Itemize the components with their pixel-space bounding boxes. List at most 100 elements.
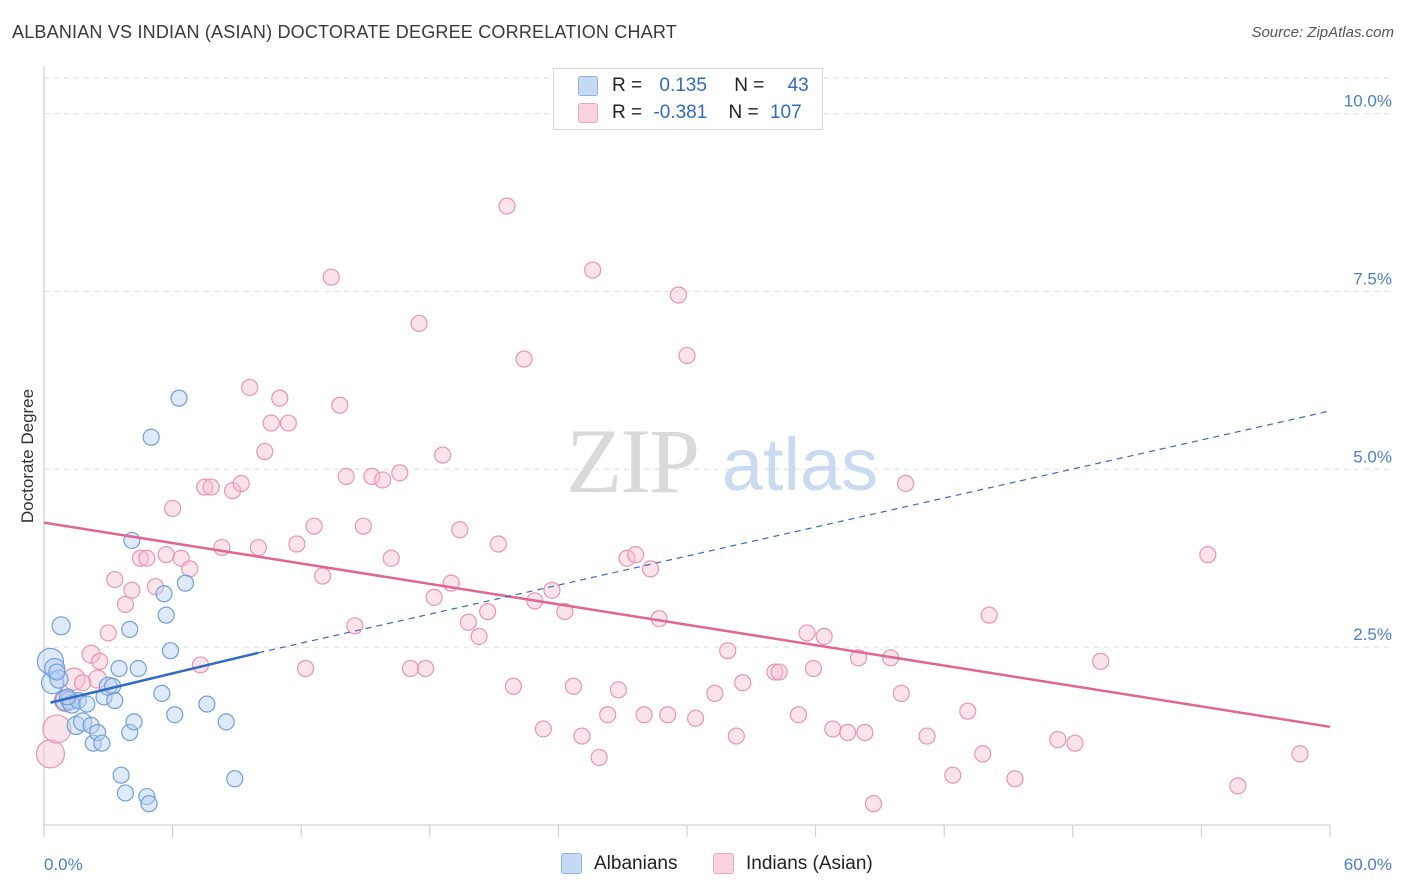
albanian-point	[88, 723, 107, 742]
y-axis-title: Doctorate Degree	[18, 389, 37, 523]
indian-point	[1006, 770, 1024, 788]
indian-point	[249, 538, 267, 557]
indian-point	[1066, 734, 1084, 752]
indian-point	[271, 389, 289, 407]
albanian-point	[129, 659, 147, 678]
indian-point	[798, 624, 816, 642]
indian-point	[856, 723, 874, 742]
bottom-legend-swatch-indians	[713, 853, 734, 874]
indian-point	[669, 286, 688, 304]
indian-point	[727, 727, 745, 745]
indian-trend-line	[43, 521, 1331, 729]
legend-r-label: R =	[612, 75, 643, 96]
indian-point	[719, 642, 737, 660]
indian-point	[678, 346, 696, 365]
albanian-trend-line-projected	[258, 410, 1331, 654]
watermark-zip: ZIP	[566, 410, 698, 512]
indian-point	[363, 467, 381, 485]
albanian-point	[44, 657, 66, 680]
albanian-point	[121, 620, 139, 638]
indian-point	[213, 538, 231, 557]
indian-point	[706, 684, 724, 702]
indian-point	[331, 396, 349, 414]
indian-point	[980, 606, 998, 624]
indian-point	[256, 442, 274, 461]
indian-point	[1291, 745, 1309, 763]
indian-point	[959, 702, 977, 720]
indian-point	[599, 706, 617, 724]
albanian-point	[116, 784, 135, 802]
indian-point	[1092, 652, 1110, 670]
legend-r-label: R =	[612, 102, 643, 123]
indian-point	[401, 659, 420, 678]
indian-point	[296, 659, 315, 678]
indian-point	[815, 627, 833, 646]
indian-point	[131, 549, 150, 567]
x-tick-label-max: 60.0%	[1344, 855, 1392, 874]
indian-point	[224, 482, 242, 500]
legend-n-label: N =	[734, 75, 765, 96]
albanian-point	[176, 574, 195, 592]
indian-point	[146, 578, 165, 596]
indian-point	[864, 795, 883, 813]
indian-point	[425, 588, 443, 606]
indian-point	[181, 560, 199, 578]
albanian-point	[140, 795, 158, 813]
indian-point	[609, 681, 628, 699]
albanian-point	[226, 770, 244, 788]
indian-point	[202, 478, 220, 496]
albanian-point	[121, 723, 139, 742]
indian-point	[451, 521, 469, 539]
albanian-point	[112, 766, 130, 784]
y-tick-label: 2.5%	[1353, 625, 1392, 644]
source-label: Source: ZipAtlas.com	[1251, 24, 1394, 41]
indian-point	[1049, 731, 1067, 749]
indian-point	[81, 644, 101, 664]
indian-point	[346, 617, 364, 635]
indian-point	[479, 602, 497, 621]
indian-point	[123, 581, 141, 599]
bottom-legend-swatch-albanians	[561, 853, 582, 874]
indian-point	[824, 720, 842, 738]
indian-point	[944, 766, 962, 784]
bottom-legend-label-albanians: Albanians	[594, 853, 678, 874]
indian-point	[892, 684, 910, 702]
indian-point	[804, 659, 823, 678]
albanian-point	[142, 428, 160, 446]
legend-n-label: N =	[728, 102, 759, 123]
indian-point	[196, 478, 214, 496]
legend-swatch-albanians	[578, 76, 598, 96]
indian-point	[288, 535, 306, 553]
indian-point	[382, 549, 400, 567]
indian-point	[164, 499, 182, 518]
albanian-point	[106, 691, 124, 710]
indian-point	[897, 474, 915, 493]
axis-labels: 2.5% 5.0% 7.5% 10.0% 0.0% 60.0%	[44, 92, 1392, 874]
indian-point	[590, 748, 608, 767]
albanian-point	[110, 659, 128, 678]
indian-point	[116, 595, 135, 614]
albanian-point	[125, 713, 143, 731]
grid	[44, 77, 1392, 648]
indian-point	[584, 261, 602, 279]
albanian-point	[217, 713, 235, 731]
legend-n-value: 43	[787, 75, 809, 96]
indian-point	[635, 706, 653, 724]
indian-point	[470, 627, 488, 646]
indian-point	[918, 727, 936, 745]
albanian-point	[82, 716, 100, 735]
indian-points	[35, 197, 1309, 813]
indian-point	[659, 706, 677, 724]
y-tick-label: 10.0%	[1344, 92, 1392, 111]
indian-point	[241, 378, 259, 397]
legend-r-value: 0.135	[659, 75, 707, 96]
albanian-point	[78, 695, 96, 713]
indian-point	[1229, 777, 1247, 795]
albanian-point	[198, 695, 216, 713]
indian-point	[322, 268, 340, 286]
trend-lines	[43, 410, 1331, 729]
indian-point	[766, 663, 784, 681]
indian-point	[556, 602, 574, 621]
indian-point	[770, 663, 788, 681]
